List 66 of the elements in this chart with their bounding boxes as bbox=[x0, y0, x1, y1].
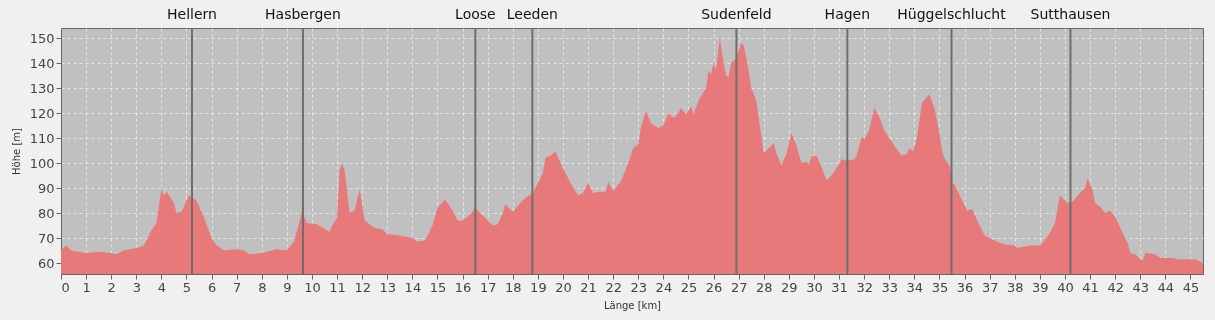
x-tick-label: 20 bbox=[555, 279, 572, 295]
x-tick-label: 32 bbox=[856, 279, 873, 295]
y-tick-label: 60 bbox=[37, 255, 55, 271]
y-tick-label: 120 bbox=[29, 105, 55, 121]
x-tick-label: 44 bbox=[1157, 279, 1175, 295]
x-tick-label: 29 bbox=[781, 279, 798, 295]
x-tick-label: 9 bbox=[283, 279, 292, 295]
x-tick-label: 8 bbox=[258, 279, 267, 295]
x-tick-label: 6 bbox=[207, 279, 217, 295]
x-tick-label: 40 bbox=[1057, 279, 1074, 295]
x-tick-label: 23 bbox=[630, 279, 648, 295]
x-tick-label: 18 bbox=[505, 279, 522, 295]
y-axis-title: Höhe [m] bbox=[10, 127, 22, 175]
y-tick-label: 100 bbox=[29, 155, 55, 171]
x-tick-label: 10 bbox=[304, 279, 321, 295]
y-tick-label: 70 bbox=[37, 230, 55, 246]
x-tick-label: 38 bbox=[1006, 279, 1024, 295]
x-tick-label: 1 bbox=[82, 279, 91, 295]
x-tick-label: 22 bbox=[605, 279, 622, 295]
x-tick-label: 28 bbox=[756, 279, 773, 295]
x-tick-label: 43 bbox=[1132, 279, 1150, 295]
x-tick-label: 12 bbox=[354, 279, 371, 295]
y-tick-label: 90 bbox=[37, 180, 55, 196]
x-tick-label: 3 bbox=[132, 279, 141, 295]
x-tick-label: 39 bbox=[1032, 279, 1049, 295]
ref-line-label: Hasbergen bbox=[265, 6, 341, 22]
x-tick-label: 34 bbox=[906, 279, 924, 295]
ref-line-label: Loose bbox=[455, 6, 496, 22]
x-tick-label: 7 bbox=[233, 279, 242, 295]
y-tick-label: 140 bbox=[29, 55, 55, 71]
x-tick-label: 25 bbox=[680, 279, 698, 295]
ref-line-label: Hüggelschlucht bbox=[897, 6, 1007, 22]
x-tick-label: 11 bbox=[329, 279, 346, 295]
x-tick-label: 2 bbox=[107, 279, 116, 295]
ref-line-label: Hellern bbox=[167, 6, 217, 22]
x-tick-label: 45 bbox=[1182, 279, 1200, 295]
x-axis-title: Länge [km] bbox=[603, 299, 662, 311]
y-tick-label: 130 bbox=[29, 80, 55, 96]
x-tick-label: 31 bbox=[831, 279, 848, 295]
x-tick-label: 30 bbox=[806, 279, 823, 295]
y-tick-label: 110 bbox=[29, 130, 55, 146]
x-tick-label: 13 bbox=[379, 279, 397, 295]
x-tick-label: 33 bbox=[881, 279, 899, 295]
x-tick-label: 42 bbox=[1107, 279, 1124, 295]
y-tick-label: 80 bbox=[37, 205, 55, 221]
ref-line-label: Sudenfeld bbox=[701, 6, 772, 22]
x-tick-label: 37 bbox=[981, 279, 999, 295]
y-tick-label: 150 bbox=[29, 30, 55, 46]
x-tick-label: 14 bbox=[404, 279, 422, 295]
ref-line-label: Sutthausen bbox=[1030, 6, 1111, 22]
x-tick-label: 15 bbox=[429, 279, 447, 295]
x-tick-label: 19 bbox=[530, 279, 547, 295]
x-tick-label: 41 bbox=[1082, 279, 1099, 295]
ref-line-label: Hagen bbox=[824, 6, 871, 22]
x-tick-label: 24 bbox=[655, 279, 673, 295]
x-tick-label: 17 bbox=[479, 279, 497, 295]
x-tick-label: 26 bbox=[705, 279, 723, 295]
x-tick-label: 21 bbox=[580, 279, 597, 295]
ref-line-label: Leeden bbox=[506, 6, 558, 22]
x-tick-label: 4 bbox=[157, 279, 167, 295]
x-tick-label: 0 bbox=[61, 279, 70, 295]
x-tick-label: 36 bbox=[956, 279, 974, 295]
x-tick-label: 5 bbox=[182, 279, 192, 295]
x-tick-label: 35 bbox=[931, 279, 949, 295]
x-tick-label: 16 bbox=[454, 279, 472, 295]
x-tick-label: 27 bbox=[730, 279, 748, 295]
